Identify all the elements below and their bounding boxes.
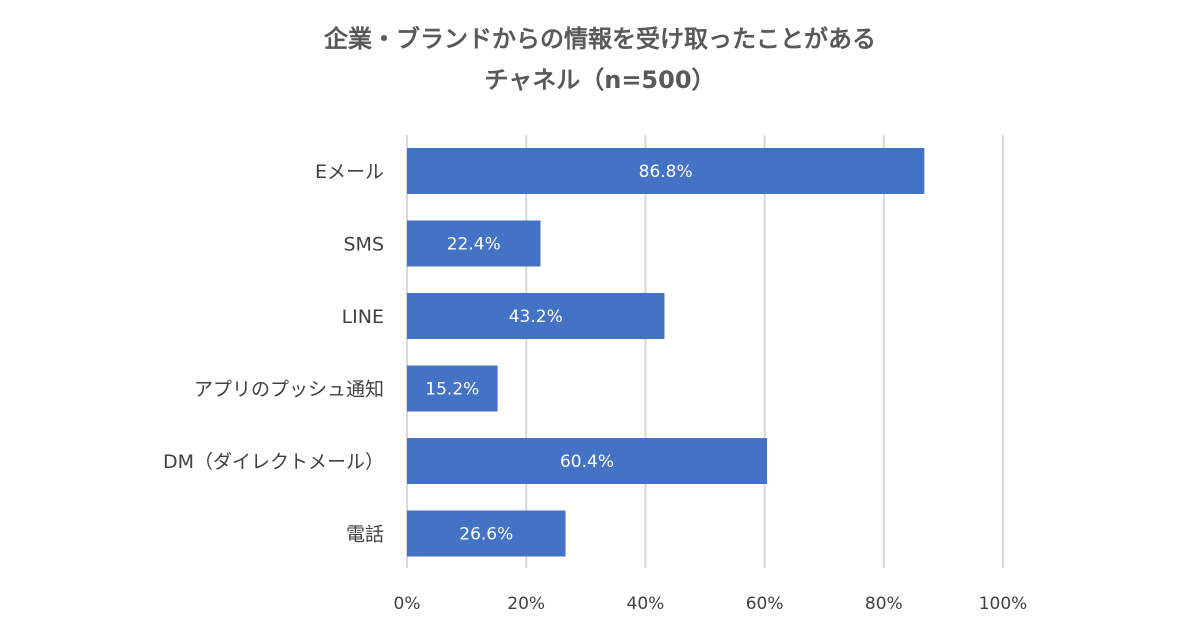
- bar-2: [407, 293, 665, 339]
- data-label-4: 60.4%: [560, 452, 614, 472]
- category-label-1: SMS: [343, 234, 384, 256]
- bar-3: [407, 365, 498, 412]
- bar-5: [407, 510, 566, 557]
- x-tick-label-60: 60%: [746, 594, 784, 614]
- x-axis-ticks: 0% 20% 40% 60% 80% 100%: [394, 594, 1028, 614]
- x-tick-label-20: 20%: [507, 594, 545, 614]
- data-labels: 86.8% 22.4% 43.2% 15.2% 60.4% 26.6%: [425, 162, 692, 545]
- data-label-5: 26.6%: [459, 525, 513, 545]
- category-label-5: 電話: [346, 524, 384, 546]
- x-tick-label-100: 100%: [979, 594, 1028, 614]
- bar-4: [407, 438, 767, 484]
- chart-title-line-2: チャネル（n=500）: [484, 66, 715, 94]
- chart-title-line-1: 企業・ブランドからの情報を受け取ったことがある: [324, 25, 876, 53]
- bars: [407, 148, 925, 557]
- x-tick-label-40: 40%: [627, 594, 665, 614]
- category-label-0: Eメール: [315, 161, 384, 183]
- category-label-4: DM（ダイレクトメール）: [163, 451, 384, 473]
- gridlines: [406, 135, 1004, 568]
- category-labels: Eメール SMS LINE アプリのプッシュ通知 DM（ダイレクトメール） 電話: [163, 161, 384, 546]
- x-tick-label-80: 80%: [865, 594, 903, 614]
- bar-0: [407, 148, 925, 194]
- data-label-0: 86.8%: [639, 162, 693, 182]
- category-label-2: LINE: [342, 306, 384, 328]
- data-label-3: 15.2%: [425, 380, 479, 400]
- x-tick-label-0: 0%: [394, 594, 421, 614]
- data-label-1: 22.4%: [447, 235, 501, 255]
- bar-1: [407, 220, 541, 267]
- category-label-3: アプリのプッシュ通知: [194, 379, 384, 401]
- data-label-2: 43.2%: [509, 307, 563, 327]
